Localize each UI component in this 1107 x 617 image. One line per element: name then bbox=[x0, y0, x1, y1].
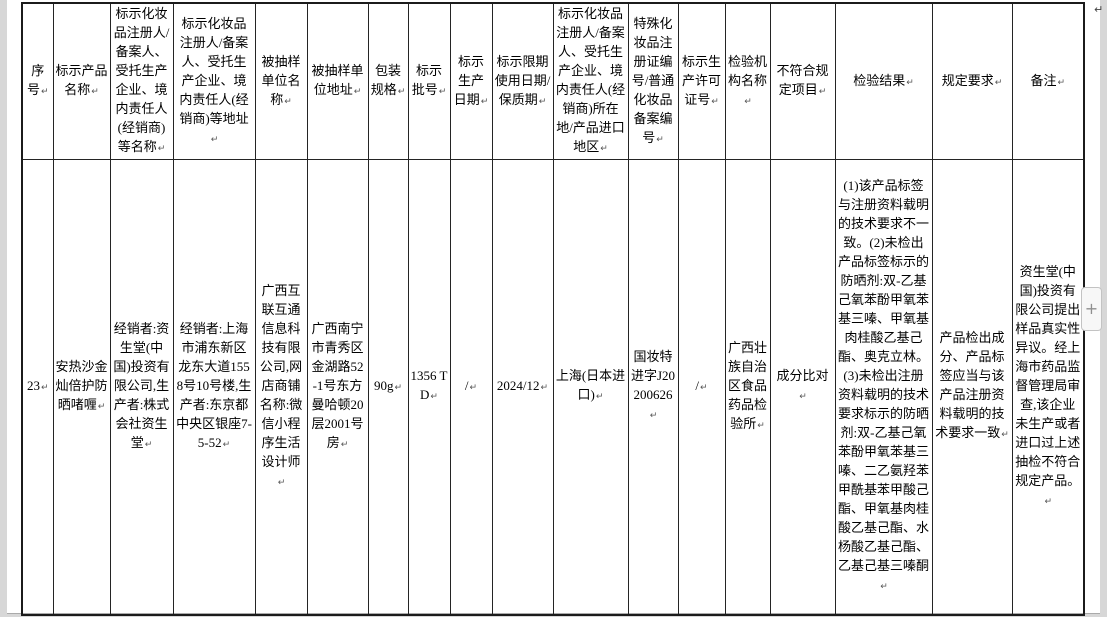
header-nonconforming-items: 不符合规定项目 bbox=[769, 2, 836, 160]
row-end-paragraph-mark: ↵ bbox=[1094, 3, 1104, 16]
cell-sampled-unit-address: 广西南宁市青秀区金湖路52-1号东方曼哈顿20层2001号房 bbox=[306, 159, 369, 615]
cell-inspection-agency: 广西壮族自治区食品药品检验所 bbox=[724, 159, 771, 615]
cell-expiry-date: 2024/12 bbox=[491, 159, 554, 615]
cell-inspection-result: (1)该产品标签与注册资料载明的技术要求不一致。(2)未检出产品标签标示的防晒剂… bbox=[834, 159, 933, 615]
header-production-date: 标示生产日期 bbox=[449, 2, 493, 160]
header-inspection-result: 检验结果 bbox=[834, 2, 933, 160]
data-row: 23 安热沙金灿倍护防晒啫喱 经销者:资生堂(中国)投资有限公司,生产者:株式会… bbox=[21, 159, 1085, 615]
header-sampled-unit-name: 被抽样单位名称 bbox=[254, 2, 308, 160]
header-serial-number: 序号 bbox=[21, 2, 54, 160]
header-registration-number: 特殊化妆品注册证编号/普通化妆品备案编号 bbox=[627, 2, 679, 160]
header-product-name: 标示产品名称 bbox=[52, 2, 111, 160]
cell-required-standard: 产品检出成分、产品标签应当与该产品注册资料载明的技术要求一致 bbox=[931, 159, 1013, 615]
cell-nonconforming-items: 成分比对 bbox=[769, 159, 836, 615]
header-inspection-agency: 检验机构名称 bbox=[724, 2, 771, 160]
cell-registration-number: 国妆特进字J20200626 bbox=[627, 159, 679, 615]
document-page: ↵ 序号 标示产品名称 标示化妆品注册人/备案人、受托生产企业、境内责任人(经销… bbox=[7, 0, 1104, 616]
cell-registrant-name: 经销者:资生堂(中国)投资有限公司,生产者:株式会社资生堂 bbox=[109, 159, 174, 615]
header-registrant-address: 标示化妆品注册人/备案人、受托生产企业、境内责任人(经销商)等地址 bbox=[172, 2, 256, 160]
header-row: 序号 标示产品名称 标示化妆品注册人/备案人、受托生产企业、境内责任人(经销商)… bbox=[21, 2, 1085, 160]
cell-production-date: / bbox=[449, 159, 493, 615]
header-registrant-name: 标示化妆品注册人/备案人、受托生产企业、境内责任人(经销商)等名称 bbox=[109, 2, 174, 160]
header-sampled-unit-address: 被抽样单位地址 bbox=[306, 2, 369, 160]
cell-sampled-unit-name: 广西互联互通信息科技有限公司,网店商铺名称:微信小程序生活设计师 bbox=[254, 159, 308, 615]
header-remarks: 备注 bbox=[1011, 2, 1085, 160]
header-location-import-region: 标示化妆品注册人/备案人、受托生产企业、境内责任人(经销商)所在地/产品进口地区 bbox=[552, 2, 629, 160]
cell-product-name: 安热沙金灿倍护防晒啫喱 bbox=[52, 159, 111, 615]
cell-batch-number: 1356 TD bbox=[407, 159, 451, 615]
cell-remarks: 资生堂(中国)投资有限公司提出样品真实性异议。经上海市药品监督管理局审查,该企业… bbox=[1011, 159, 1085, 615]
header-expiry-date: 标示限期使用日期/保质期 bbox=[491, 2, 554, 160]
cell-serial-number: 23 bbox=[21, 159, 54, 615]
cell-production-license: / bbox=[677, 159, 726, 615]
cell-packaging-spec: 90g bbox=[367, 159, 409, 615]
header-packaging-spec: 包装规格 bbox=[367, 2, 409, 160]
expand-add-button[interactable]: + bbox=[1081, 287, 1102, 331]
header-production-license: 标示生产许可证号 bbox=[677, 2, 726, 160]
inspection-results-table: 序号 标示产品名称 标示化妆品注册人/备案人、受托生产企业、境内责任人(经销商)… bbox=[21, 2, 1085, 616]
header-batch-number: 标示批号 bbox=[407, 2, 451, 160]
header-required-standard: 规定要求 bbox=[931, 2, 1013, 160]
cell-location-import-region: 上海(日本进口) bbox=[552, 159, 629, 615]
cell-registrant-address: 经销者:上海市浦东新区龙东大道1558号10号楼,生产者:东京都中央区银座7-5… bbox=[172, 159, 256, 615]
